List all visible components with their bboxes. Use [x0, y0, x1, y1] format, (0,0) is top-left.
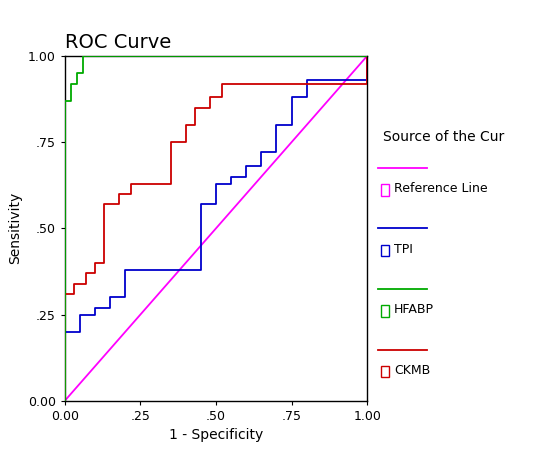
Y-axis label: Sensitivity: Sensitivity [8, 192, 22, 265]
Text: Reference Line: Reference Line [394, 182, 488, 195]
Text: Source of the Cur: Source of the Cur [383, 130, 505, 144]
Text: TPI: TPI [394, 243, 413, 256]
Text: CKMB: CKMB [394, 364, 430, 377]
Text: ROC Curve: ROC Curve [65, 33, 171, 52]
Text: HFABP: HFABP [394, 303, 434, 316]
X-axis label: 1 - Specificity: 1 - Specificity [169, 428, 263, 442]
